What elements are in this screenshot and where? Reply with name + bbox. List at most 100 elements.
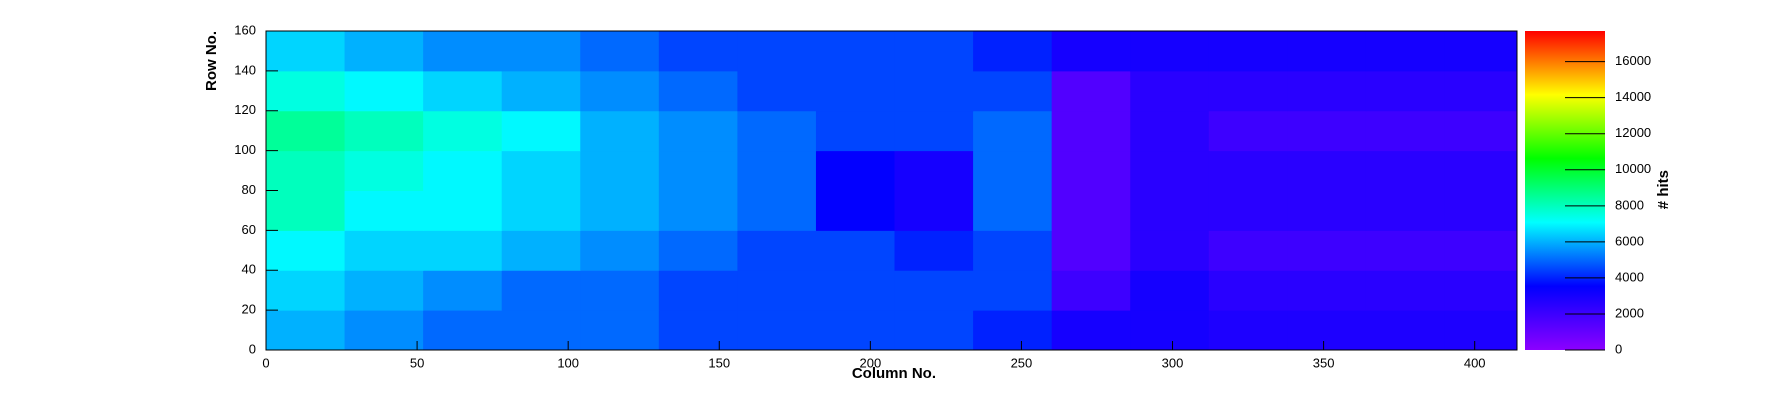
y-tick-label: 160 [234,22,256,37]
y-tick-label: 100 [234,142,256,157]
heatmap-cell [737,70,817,112]
heatmap-cell [1208,270,1288,311]
heatmap-cell [1130,270,1210,311]
heatmap-cell [1287,31,1367,72]
heatmap-cell [815,230,896,271]
heatmap-cell [266,190,346,231]
heatmap-cell [1208,70,1288,112]
heatmap-cell [815,270,896,311]
heatmap-cell [737,270,817,311]
heatmap-cell [1444,70,1517,112]
heatmap-cell [815,150,896,191]
colorbar-title: # hits [1655,170,1672,209]
heatmap-cell [266,110,346,152]
heatmap-cell [1208,150,1288,191]
heatmap-cell [344,270,424,311]
heatmap-cell [501,310,581,350]
heatmap-cell [266,70,346,112]
heatmap-cell [1444,31,1517,72]
x-tick-label: 0 [262,355,269,370]
heatmap-cell [1130,70,1210,112]
heatmap-cell [1130,150,1210,191]
heatmap-cell [344,310,424,350]
heatmap-cell [737,110,817,152]
heatmap-cell [1287,270,1367,311]
heatmap-cell [501,70,581,112]
colorbar-tick-label: 6000 [1615,233,1644,248]
x-axis-title: Column No. [852,365,936,382]
heatmap-cell [266,310,346,350]
heatmap-cell [423,31,503,72]
colorbar-tick-label: 8000 [1615,197,1644,212]
heatmap-cell [580,31,660,72]
y-tick-label: 120 [234,102,256,117]
colorbar-tick-label: 14000 [1615,89,1651,104]
colorbar-tick-label: 10000 [1615,161,1651,176]
heatmap-cell [1287,190,1367,231]
heatmap-cell [580,70,660,112]
heatmap-cell [1051,150,1131,191]
heatmap-cell [344,150,424,191]
colorbar-tick-label: 4000 [1615,269,1644,284]
heatmap-cell [894,230,974,271]
heatmap-cell [658,310,738,350]
heatmap-cell [973,110,1053,152]
heatmap-cell [423,110,503,152]
heatmap-cell [1365,31,1445,72]
heatmap-cell [737,150,817,191]
heatmap-cell [658,31,738,72]
heatmap-cell [658,270,738,311]
heatmap-cell [737,190,817,231]
heatmap-cell [1365,150,1445,191]
heatmap-cell [1208,190,1288,231]
heatmap-cell [1130,31,1210,72]
heatmap-cell [1130,110,1210,152]
heatmap-cell [501,270,581,311]
heatmap-cell [1287,150,1367,191]
heatmap-cell [423,270,503,311]
heatmap-cell [423,190,503,231]
colorbar-tick-label: 0 [1615,341,1622,356]
heatmap-cell [973,270,1053,311]
heatmap-cell [737,230,817,271]
heatmap-cell [1287,70,1367,112]
heatmap-cell [1051,230,1131,271]
x-tick-label: 200 [859,355,881,370]
heatmap-cell [266,150,346,191]
heatmap-cell [658,70,738,112]
heatmap-cell [501,31,581,72]
heatmap-cell [815,70,896,112]
x-tick-label: 150 [708,355,730,370]
heatmap-cell [1208,31,1288,72]
heatmap-cell [344,190,424,231]
x-tick-label: 250 [1011,355,1033,370]
heatmap-cell [1287,230,1367,271]
heatmap-cell [1444,270,1517,311]
heatmap [266,31,1517,350]
heatmap-cell [1444,310,1517,350]
heatmap-cell [580,230,660,271]
heatmap-cell [1208,230,1288,271]
heatmap-cell [1051,110,1131,152]
y-tick-label: 0 [249,341,256,356]
y-tick-label: 140 [234,62,256,77]
heatmap-cell [1365,270,1445,311]
y-tick-label: 60 [242,222,256,237]
x-tick-label: 100 [557,355,579,370]
heatmap-cell [815,310,896,350]
heatmap-cell [266,230,346,271]
heatmap-cell [1051,70,1131,112]
heatmap-cell [423,230,503,271]
heatmap-cell [580,310,660,350]
heatmap-cell [973,31,1053,72]
y-tick-label: 20 [242,302,256,317]
heatmap-cell [344,70,424,112]
heatmap-cell [737,31,817,72]
heatmap-cell [1365,190,1445,231]
heatmap-cell [973,310,1053,350]
heatmap-cell [1444,110,1517,152]
heatmap-cell [1208,110,1288,152]
heatmap-cell [815,31,896,72]
heatmap-cell [1287,310,1367,350]
